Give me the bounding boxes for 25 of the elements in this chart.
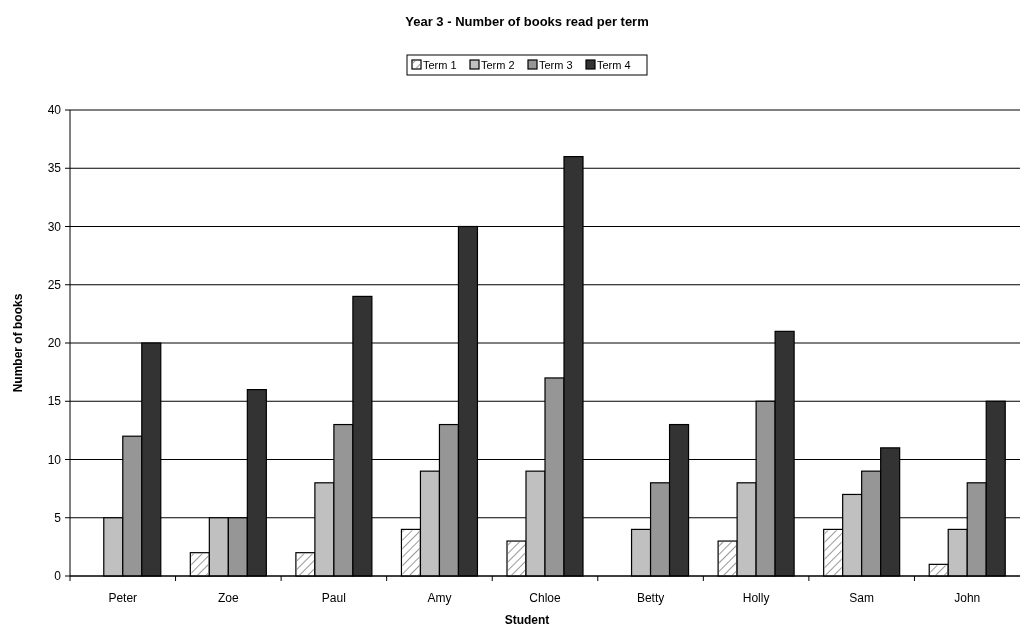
y-tick-label: 0 xyxy=(54,569,62,584)
x-tick-label: John xyxy=(954,591,981,605)
legend-label: Term 1 xyxy=(423,59,457,71)
legend-label: Term 4 xyxy=(597,59,631,71)
y-tick-label: 35 xyxy=(47,161,62,176)
y-tick-label: 5 xyxy=(54,510,62,525)
legend-label: Term 3 xyxy=(539,59,573,71)
y-tick-label: 30 xyxy=(47,219,62,234)
x-tick-label: Sam xyxy=(849,591,875,605)
x-tick-label: Peter xyxy=(108,591,138,605)
y-tick-label: 15 xyxy=(47,394,62,409)
legend-label: Term 2 xyxy=(481,59,515,71)
chart-title: Year 3 - Number of books read per term xyxy=(405,14,649,29)
y-tick-label: 25 xyxy=(47,277,62,292)
x-tick-label: Chloe xyxy=(529,591,561,605)
x-tick-label: Zoe xyxy=(217,591,239,605)
x-tick-label: Holly xyxy=(742,591,770,605)
x-axis-title: Student xyxy=(504,613,550,627)
y-tick-label: 40 xyxy=(47,103,62,118)
x-tick-label: Paul xyxy=(321,591,346,605)
y-tick-label: 10 xyxy=(47,452,62,467)
y-axis-title: Number of books xyxy=(11,293,25,393)
y-tick-label: 20 xyxy=(47,336,62,351)
x-tick-label: Betty xyxy=(636,591,665,605)
x-tick-label: Amy xyxy=(427,591,452,605)
